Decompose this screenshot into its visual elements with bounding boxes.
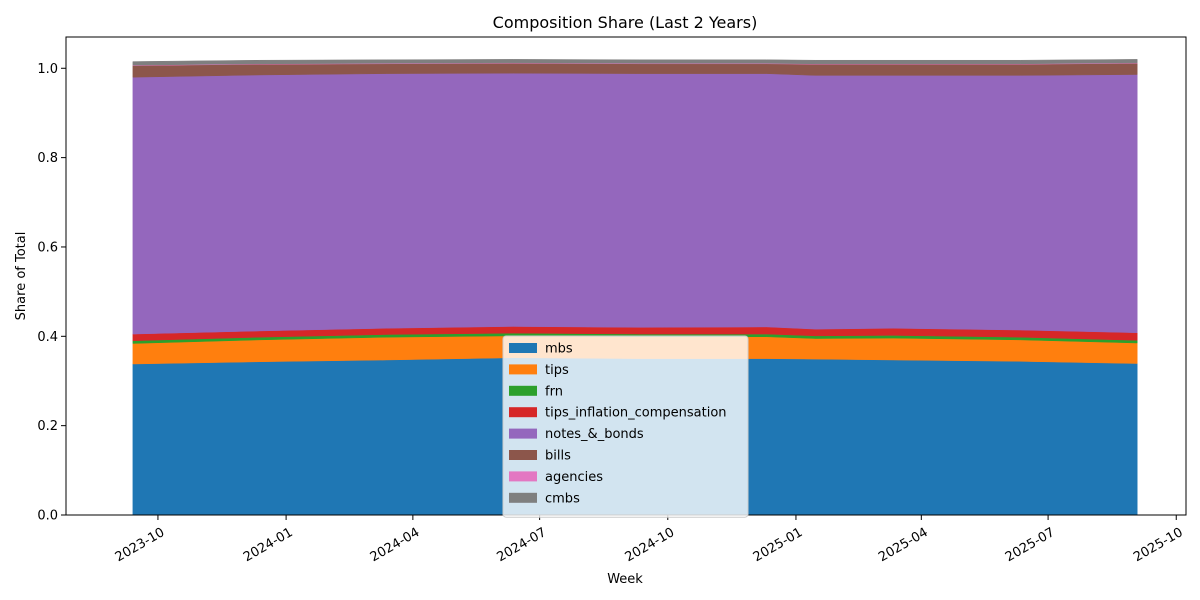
chart-title: Composition Share (Last 2 Years)	[493, 13, 758, 32]
y-axis: 0.0 0.2 0.4 0.6 0.8 1.0	[37, 62, 66, 524]
legend-label-notes_&_bonds: notes_&_bonds	[545, 427, 644, 442]
y-tick-label: 0.0	[37, 509, 58, 524]
y-axis-title: Share of Total	[14, 232, 29, 321]
legend-label-bills: bills	[545, 449, 571, 464]
legend-swatch-agencies	[509, 471, 537, 482]
legend-box	[502, 335, 749, 518]
legend-label-mbs: mbs	[545, 342, 573, 357]
legend-swatch-tips	[509, 364, 537, 375]
y-tick-label: 0.8	[37, 151, 58, 166]
legend-label-frn: frn	[545, 384, 563, 399]
legend-swatch-mbs	[509, 343, 537, 353]
legend-swatch-tips_inflation_compensation	[509, 407, 537, 418]
y-tick-label: 0.4	[37, 330, 58, 345]
y-tick-label: 0.6	[37, 240, 58, 255]
legend-label-tips: tips	[545, 363, 569, 378]
legend-swatch-notes_&_bonds	[509, 428, 537, 439]
x-axis-title: Week	[607, 572, 643, 587]
legend-label-tips_inflation_compensation: tips_inflation_compensation	[545, 406, 727, 421]
legend: mbs tips frn tips_inflation_compensationnot…	[502, 335, 749, 518]
legend-label-cmbs: cmbs	[545, 491, 580, 506]
legend-swatch-bills	[509, 450, 537, 460]
y-tick-label: 1.0	[37, 62, 58, 77]
area-cmbs	[132, 59, 1138, 66]
legend-swatch-cmbs	[509, 492, 537, 503]
area-notes_&_bonds	[132, 72, 1138, 335]
y-tick-label: 0.2	[37, 419, 58, 434]
legend-label-agencies: agencies	[545, 470, 603, 485]
legend-swatch-frn	[509, 385, 537, 396]
